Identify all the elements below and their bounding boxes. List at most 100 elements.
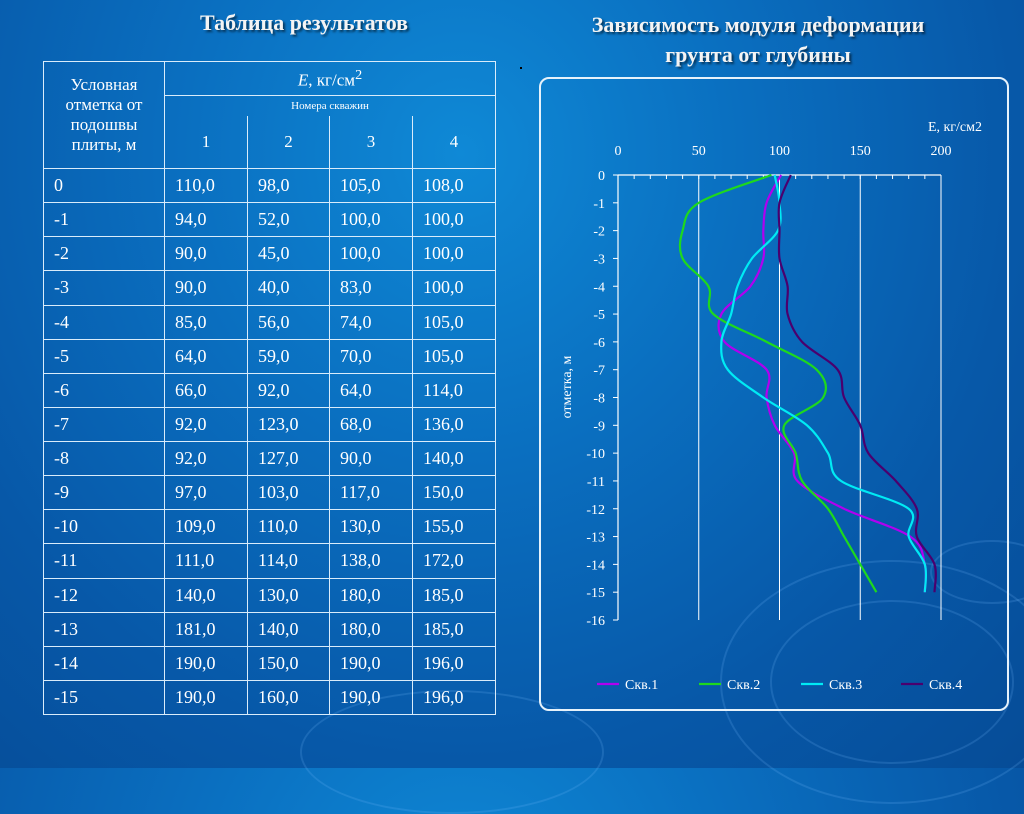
table-row: -11 111,0 114,0 138,0 172,0 xyxy=(43,543,497,579)
modulus-cell: 172,0 xyxy=(411,543,497,579)
modulus-cell: 181,0 xyxy=(164,611,248,647)
modulus-cell: 105,0 xyxy=(329,167,413,204)
chart-title-line-2: грунта от глубины xyxy=(665,42,851,67)
x-tick-label: 200 xyxy=(931,144,952,159)
table-row: -2 90,0 45,0 100,0 100,0 xyxy=(43,236,497,272)
modulus-cell: 140,0 xyxy=(164,577,248,613)
modulus-cell: 100,0 xyxy=(329,236,413,272)
y-tick-label: -1 xyxy=(593,197,605,212)
table-row: -10 109,0 110,0 130,0 155,0 xyxy=(43,509,497,545)
modulus-symbol: E xyxy=(297,70,309,90)
x-tick-label: 50 xyxy=(692,144,706,159)
y-tick-label: -3 xyxy=(593,252,605,267)
modulus-cell: 45,0 xyxy=(247,236,330,272)
header-line: Условная xyxy=(70,75,138,94)
y-tick-label: -6 xyxy=(593,336,605,351)
y-tick-label: -2 xyxy=(593,225,605,240)
modulus-cell: 190,0 xyxy=(164,679,248,716)
depth-cell: -14 xyxy=(43,645,165,681)
modulus-cell: 110,0 xyxy=(164,167,248,204)
y-tick-label: -4 xyxy=(593,280,605,295)
modulus-unit-exponent: 2 xyxy=(355,66,363,83)
legend-label: Скв.2 xyxy=(727,678,760,693)
modulus-cell: 94,0 xyxy=(164,202,248,238)
modulus-cell: 103,0 xyxy=(247,475,330,511)
table-row: -8 92,0 127,0 90,0 140,0 xyxy=(43,440,497,477)
y-tick-label: -13 xyxy=(586,531,605,546)
table-row: -7 92,0 123,0 68,0 136,0 xyxy=(43,406,497,443)
x-tick-label: 150 xyxy=(850,144,871,159)
modulus-unit: , кг/см xyxy=(308,70,356,90)
decorative-ripple xyxy=(770,600,1014,764)
modulus-cell: 92,0 xyxy=(247,372,330,408)
modulus-cell: 185,0 xyxy=(411,577,497,613)
decorative-ripple xyxy=(930,540,1024,604)
depth-cell: -11 xyxy=(43,543,165,579)
y-tick-label: -16 xyxy=(586,614,605,629)
table-row: -6 66,0 92,0 64,0 114,0 xyxy=(43,372,497,408)
modulus-cell: 196,0 xyxy=(411,679,497,716)
modulus-cell: 64,0 xyxy=(329,372,413,408)
modulus-cell: 180,0 xyxy=(329,611,413,647)
modulus-cell: 185,0 xyxy=(411,611,497,647)
depth-modulus-chart: 0 -1 -2 -3 -4 -5 -6 -7 -8 -9 -10 -11 -12 -13 -14 -15 -16… xyxy=(560,120,982,693)
depth-cell: -8 xyxy=(43,440,165,477)
well-number: 1 xyxy=(164,116,248,169)
chart-title: Зависимость модуля деформации грунта от … xyxy=(548,10,968,70)
modulus-cell: 160,0 xyxy=(247,679,330,716)
modulus-header: E, кг/см2 xyxy=(163,61,497,96)
modulus-cell: 100,0 xyxy=(411,202,497,238)
depth-cell: -15 xyxy=(43,679,165,716)
header-line: отметка от xyxy=(65,95,143,114)
modulus-cell: 109,0 xyxy=(164,509,248,545)
well-number: 3 xyxy=(329,116,413,169)
x-tick-label: 100 xyxy=(769,144,790,159)
y-tick-label: -14 xyxy=(586,558,605,573)
x-tick-label: 0 xyxy=(615,144,622,159)
y-tick-label: -9 xyxy=(593,419,605,434)
table-row: -5 64,0 59,0 70,0 105,0 xyxy=(43,338,497,374)
header-line: подошвы xyxy=(70,115,138,134)
modulus-cell: 97,0 xyxy=(164,475,248,511)
modulus-cell: 100,0 xyxy=(411,270,497,306)
modulus-cell: 150,0 xyxy=(247,645,330,681)
table-row: 0 110,0 98,0 105,0 108,0 xyxy=(43,167,497,204)
depth-cell: -10 xyxy=(43,509,165,545)
table-row: -13 181,0 140,0 180,0 185,0 xyxy=(43,611,497,647)
header-line: плиты, м xyxy=(71,135,137,154)
modulus-cell: 190,0 xyxy=(329,679,413,716)
depth-cell: -7 xyxy=(43,406,165,443)
modulus-cell: 123,0 xyxy=(247,406,330,443)
modulus-cell: 114,0 xyxy=(411,372,497,408)
modulus-cell: 130,0 xyxy=(329,509,413,545)
legend-label: Скв.4 xyxy=(929,678,962,693)
modulus-cell: 100,0 xyxy=(411,236,497,272)
y-tick-label: -8 xyxy=(593,392,605,407)
table-row: -14 190,0 150,0 190,0 196,0 xyxy=(43,645,497,681)
well-number: 2 xyxy=(247,116,330,169)
modulus-cell: 74,0 xyxy=(329,304,413,340)
modulus-cell: 59,0 xyxy=(247,338,330,374)
modulus-cell: 56,0 xyxy=(247,304,330,340)
modulus-cell: 83,0 xyxy=(329,270,413,306)
series-line xyxy=(777,174,937,593)
modulus-cell: 190,0 xyxy=(164,645,248,681)
modulus-cell: 180,0 xyxy=(329,577,413,613)
x-axis-title: Е, кг/см2 xyxy=(928,120,982,135)
stray-dot xyxy=(520,67,522,69)
depth-column-header: Условная отметка от подошвы плиты, м xyxy=(43,61,165,169)
modulus-cell: 114,0 xyxy=(247,543,330,579)
modulus-cell: 105,0 xyxy=(411,304,497,340)
chart-frame: 0 -1 -2 -3 -4 -5 -6 -7 -8 -9 -10 -11 -12 -13 -14 -15 -16… xyxy=(539,77,1009,711)
table-row: -4 85,0 56,0 74,0 105,0 xyxy=(43,304,497,340)
legend-label: Скв.1 xyxy=(625,678,658,693)
y-axis-title: отметка, м xyxy=(560,355,575,418)
depth-cell: -4 xyxy=(43,304,165,340)
table-row: -1 94,0 52,0 100,0 100,0 xyxy=(43,202,497,238)
modulus-cell: 92,0 xyxy=(164,406,248,443)
depth-cell: -5 xyxy=(43,338,165,374)
modulus-cell: 40,0 xyxy=(247,270,330,306)
modulus-cell: 130,0 xyxy=(247,577,330,613)
table-row: -15 190,0 160,0 190,0 196,0 xyxy=(43,679,497,716)
depth-cell: -13 xyxy=(43,611,165,647)
